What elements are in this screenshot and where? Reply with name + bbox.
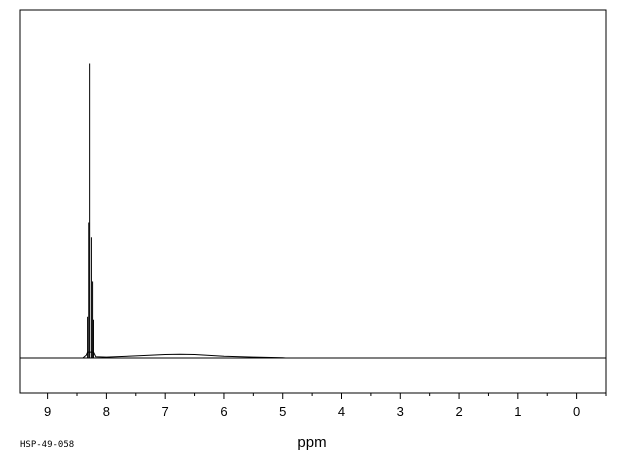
- x-tick-label: 1: [514, 404, 521, 419]
- x-tick-label: 5: [279, 404, 286, 419]
- x-tick-label: 7: [162, 404, 169, 419]
- x-tick-label: 2: [455, 404, 462, 419]
- peak-lines: [87, 63, 94, 358]
- spectrum-trace: [24, 351, 606, 359]
- x-tick-label: 0: [573, 404, 580, 419]
- x-axis-ticks: [47, 393, 607, 399]
- spectrum-code: HSP-49-058: [20, 440, 74, 450]
- x-tick-label: 8: [103, 404, 110, 419]
- x-tick-label: 9: [44, 404, 51, 419]
- x-axis-tick-labels: 9 8 7 6 5 4 3 2 1 0: [44, 404, 580, 419]
- plot-frame: [19, 9, 607, 394]
- x-tick-label: 3: [397, 404, 404, 419]
- x-tick-label: 4: [338, 404, 345, 419]
- x-axis-label: ppm: [297, 434, 326, 451]
- x-tick-label: 6: [220, 404, 227, 419]
